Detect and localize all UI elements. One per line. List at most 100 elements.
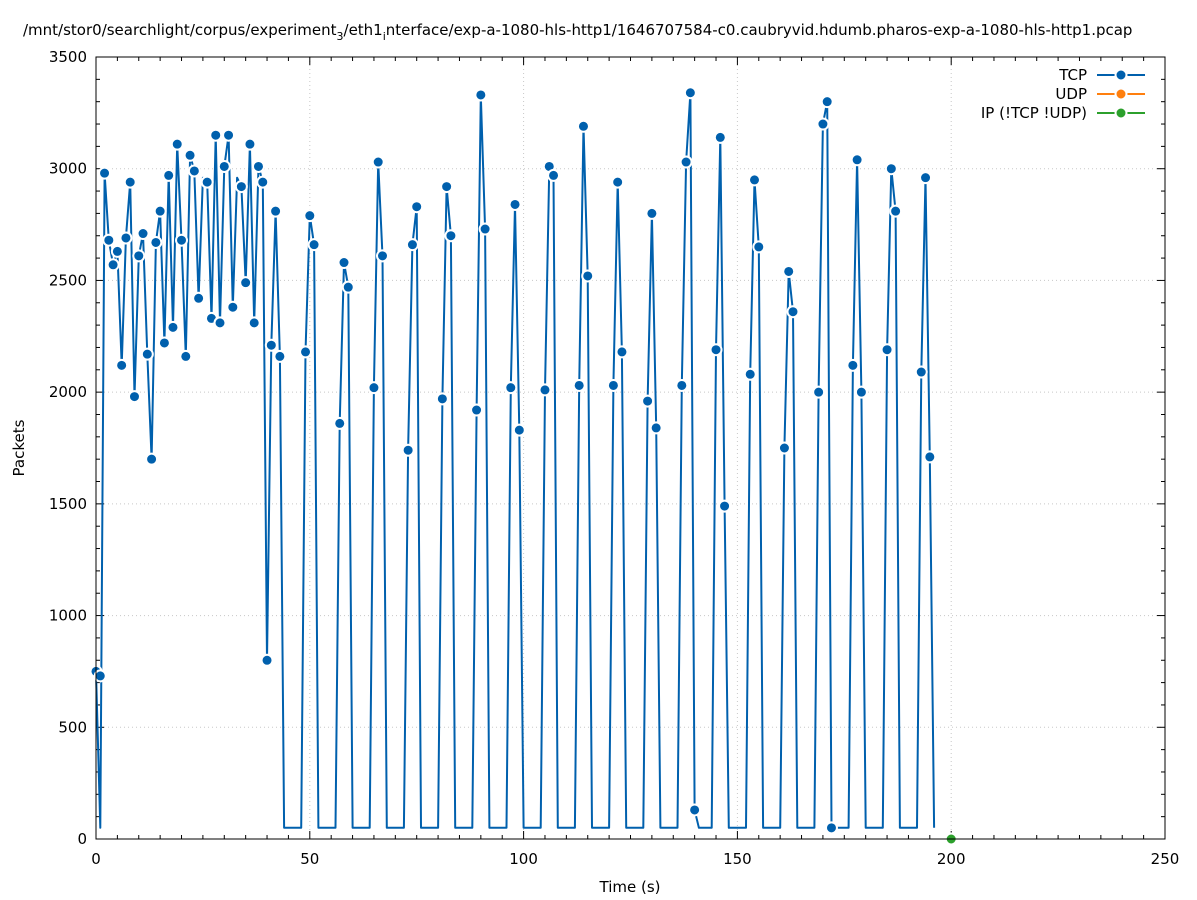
- data-point: [115, 358, 129, 372]
- data-point: [846, 358, 860, 372]
- chart-title-part2: /eth1: [344, 21, 383, 39]
- legend-label: TCP: [1058, 66, 1087, 84]
- data-point: [119, 231, 133, 245]
- data-point: [175, 233, 189, 247]
- axis-ticks: 0 500 1000 1500 2000 2500 3000 3500 0 50 100 150 200…: [49, 48, 1180, 868]
- data-point: [273, 349, 287, 363]
- data-point: [786, 305, 800, 319]
- data-point: [234, 180, 248, 194]
- y-tick-label: 2500: [49, 271, 87, 289]
- data-point: [645, 206, 659, 220]
- data-point: [538, 383, 552, 397]
- data-point: [341, 280, 355, 294]
- data-point: [149, 235, 163, 249]
- data-point: [222, 128, 236, 142]
- data-point: [649, 421, 663, 435]
- data-point: [850, 153, 864, 167]
- data-point: [217, 159, 231, 173]
- data-point: [508, 197, 522, 211]
- data-point: [675, 378, 689, 392]
- data-point: [405, 238, 419, 252]
- legend-swatch-marker: [1114, 87, 1128, 101]
- data-point: [226, 300, 240, 314]
- data-point: [401, 443, 415, 457]
- data-point: [782, 264, 796, 278]
- y-axis-label: Packets: [10, 419, 28, 476]
- data-point: [854, 385, 868, 399]
- data-point: [260, 653, 274, 667]
- data-point: [752, 240, 766, 254]
- data-point: [474, 88, 488, 102]
- data-point: [777, 441, 791, 455]
- data-point: [641, 394, 655, 408]
- x-tick-label: 250: [1151, 850, 1180, 868]
- data-point: [410, 200, 424, 214]
- data-point: [820, 95, 834, 109]
- legend-label: UDP: [1055, 85, 1087, 103]
- data-point: [179, 349, 193, 363]
- x-tick-label: 150: [723, 850, 752, 868]
- data-point: [183, 148, 197, 162]
- y-tick-label: 3000: [49, 160, 87, 178]
- data-point: [679, 155, 693, 169]
- data-point: [157, 336, 171, 350]
- data-point: [299, 345, 313, 359]
- data-point: [187, 164, 201, 178]
- data-point: [192, 291, 206, 305]
- data-point: [718, 499, 732, 513]
- data-point: [132, 249, 146, 263]
- data-point: [162, 168, 176, 182]
- y-tick-label: 500: [58, 718, 87, 736]
- data-point: [812, 385, 826, 399]
- data-point: [923, 450, 937, 464]
- x-axis-label: Time (s): [599, 878, 661, 896]
- data-point: [611, 175, 625, 189]
- data-point: [123, 175, 137, 189]
- data-point: [337, 256, 351, 270]
- y-tick-label: 1000: [49, 607, 87, 625]
- data-point: [307, 238, 321, 252]
- data-point: [213, 316, 227, 330]
- legend-label: IP (!TCP !UDP): [981, 104, 1087, 122]
- data-point: [478, 222, 492, 236]
- data-point: [209, 128, 223, 142]
- data-point: [264, 338, 278, 352]
- data-point: [140, 347, 154, 361]
- data-point: [581, 269, 595, 283]
- data-point: [200, 175, 214, 189]
- data-point: [98, 166, 112, 180]
- x-tick-label: 200: [937, 850, 966, 868]
- data-point: [889, 204, 903, 218]
- data-point: [615, 345, 629, 359]
- data-point: [106, 258, 120, 272]
- data-point: [748, 173, 762, 187]
- data-point: [440, 180, 454, 194]
- series-markers: [89, 86, 958, 846]
- chart-title-part1: /mnt/stor0/searchlight/corpus/experiment: [23, 21, 337, 39]
- x-tick-label: 100: [509, 850, 538, 868]
- data-point: [880, 343, 894, 357]
- data-point: [303, 209, 317, 223]
- data-point: [884, 162, 898, 176]
- y-tick-label: 2000: [49, 383, 87, 401]
- chart-title: /mnt/stor0/searchlight/corpus/experiment…: [23, 21, 1132, 43]
- legend-swatch-marker: [1114, 106, 1128, 120]
- data-point: [470, 403, 484, 417]
- data-point: [243, 137, 257, 151]
- data-point: [247, 316, 261, 330]
- data-point: [251, 159, 265, 173]
- data-point: [688, 803, 702, 817]
- x-tick-label: 50: [300, 850, 319, 868]
- data-point: [153, 204, 167, 218]
- data-point: [444, 229, 458, 243]
- y-tick-label: 3500: [49, 48, 87, 66]
- data-point: [333, 416, 347, 430]
- data-point: [576, 119, 590, 133]
- y-tick-label: 0: [77, 830, 87, 848]
- data-point: [713, 130, 727, 144]
- data-point: [743, 367, 757, 381]
- data-point: [93, 669, 107, 683]
